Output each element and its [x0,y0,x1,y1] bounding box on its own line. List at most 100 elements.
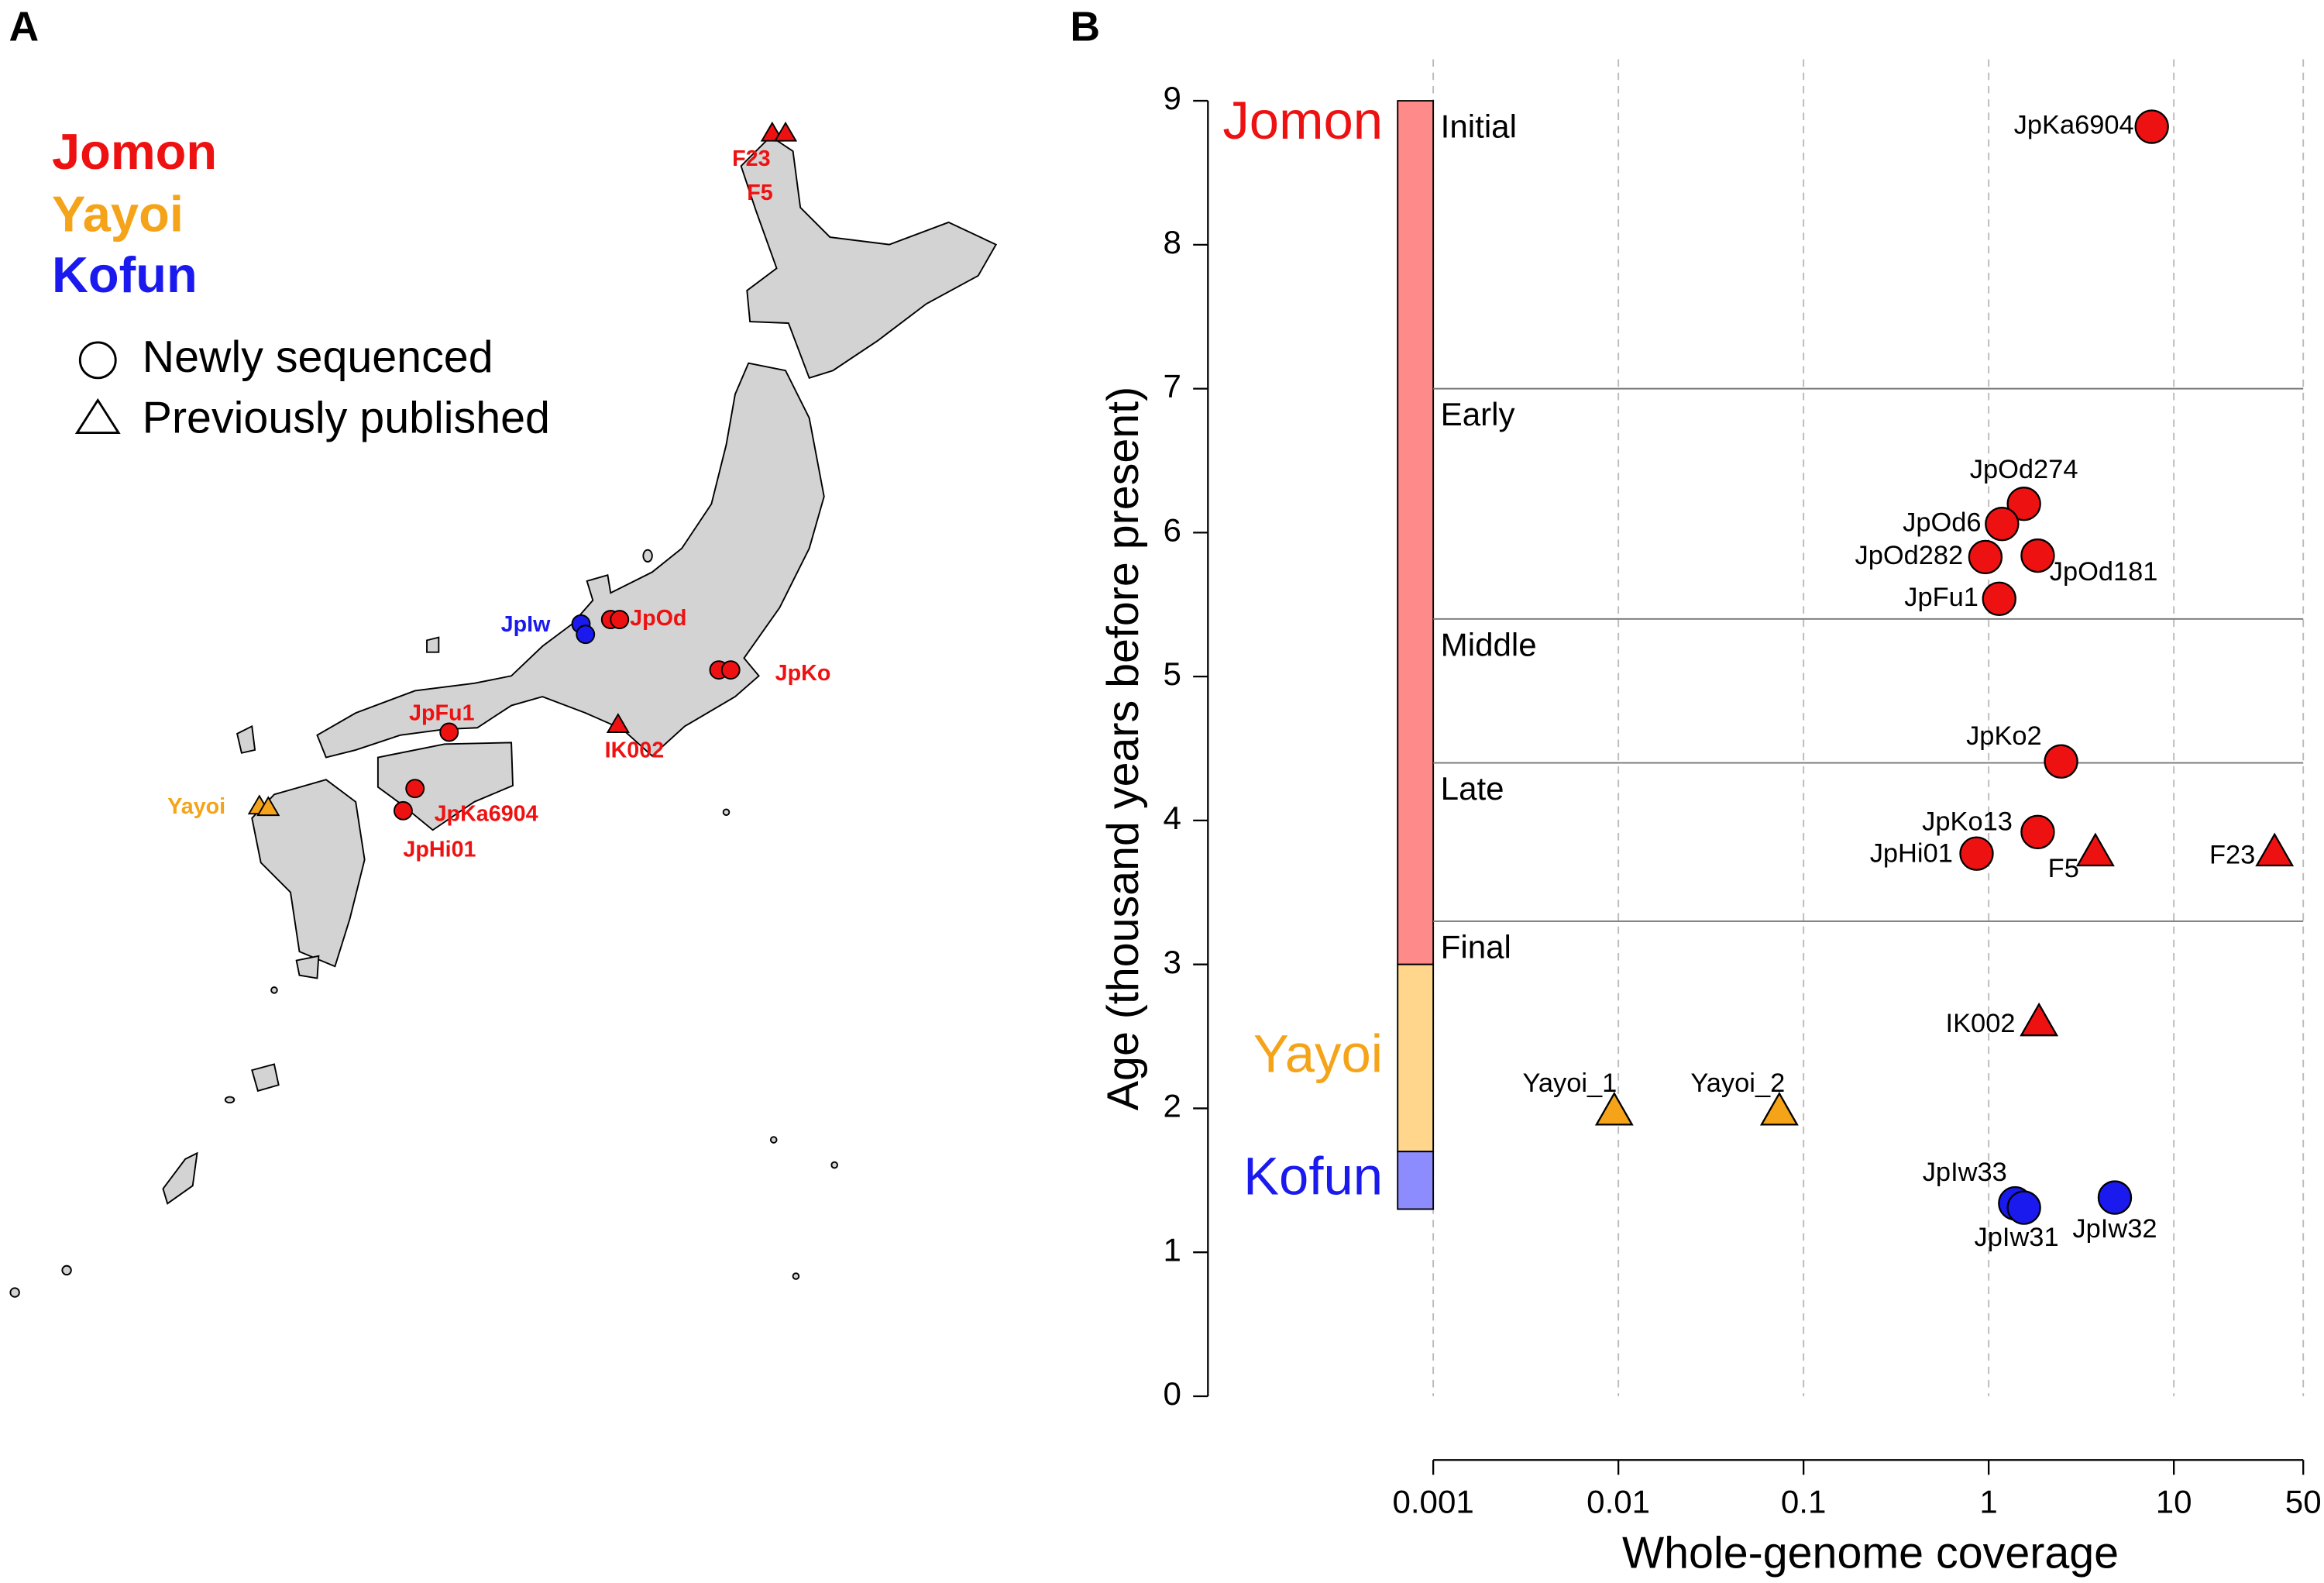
point [2006,1190,2041,1225]
point [2044,744,2078,779]
point [2134,109,2169,144]
site-label: JpIw [501,612,551,637]
site-marker [439,722,459,742]
point-label: JpKo13 [1922,807,2013,836]
subperiod-label: Final [1441,928,1511,965]
point [2097,1180,2133,1215]
y-tick-label: 1 [1163,1231,1181,1268]
y-tick-label: 5 [1163,656,1181,692]
subperiod-label: Initial [1441,108,1517,145]
island [61,1265,72,1276]
site-label: F5 [747,181,773,205]
island [270,986,278,994]
island [162,1151,198,1205]
island [769,1136,778,1144]
legend-label: Kofun [52,246,198,303]
y-tick-label: 3 [1163,944,1181,980]
point-label: JpHi01 [1870,839,1953,869]
x-tick-label: 1 [1979,1484,1997,1520]
site-marker [606,713,630,733]
site-marker [610,610,630,630]
x-tick-label: 10 [2156,1484,2192,1520]
period-label: Kofun [1243,1147,1383,1206]
point-label: JpIw33 [1923,1158,2007,1187]
island [722,808,731,817]
site-label: IK002 [605,738,665,762]
point [1982,581,2016,617]
point [1968,539,2003,575]
site-label: JpFu1 [409,701,475,726]
legend-label: Yayoi [52,185,184,242]
site-marker [576,625,596,645]
y-tick-label: 6 [1163,511,1181,548]
legend-label: Previously published [143,393,550,442]
site-label: JpKo [775,661,831,686]
panel-label: B [1070,4,1100,50]
island [295,955,320,979]
point-label: JpIw31 [1975,1223,2059,1252]
y-tick-label: 7 [1163,368,1181,404]
site-label: JpHi01 [403,838,476,862]
y-tick-label: 8 [1163,224,1181,260]
point [1594,1091,1634,1126]
point [1959,836,1994,871]
x-tick-label: 0.1 [1781,1484,1827,1520]
x-axis-title: Whole-genome coverage [1622,1529,2119,1578]
island [426,636,440,653]
island [251,1063,280,1093]
point [2020,538,2055,573]
point-label: JpOd274 [1970,455,2078,484]
site-label: F23 [732,146,770,171]
subperiod-label: Early [1441,396,1515,432]
point-label: F5 [2048,854,2079,883]
point-label: JpOd181 [2050,557,2158,587]
site-marker [720,660,741,680]
site-marker [773,121,798,142]
honshu [316,362,825,759]
point [2255,832,2295,867]
point-label: JpFu1 [1904,583,1978,612]
kyushu [251,779,366,968]
site-marker [393,800,413,821]
point-label: Yayoi_2 [1690,1069,1785,1098]
point [2020,814,2055,849]
x-tick-label: 0.01 [1587,1484,1650,1520]
site-marker [256,796,280,817]
site-label: Yayoi [167,794,225,819]
site-label: JpKa6904 [435,802,538,827]
period-bar [1397,100,1435,965]
x-tick-label: 0.001 [1392,1484,1473,1520]
subperiod-label: Late [1441,770,1504,807]
y-tick-label: 4 [1163,800,1181,836]
legend-label: Newly sequenced [143,332,493,382]
point [1759,1091,1799,1126]
y-tick-label: 9 [1163,80,1181,116]
panel-label: A [9,4,39,50]
island [236,724,256,754]
island [792,1272,800,1280]
island [9,1287,20,1298]
period-label: Jomon [1222,91,1383,150]
y-tick-label: 0 [1163,1375,1181,1412]
hokkaido [740,135,998,379]
point [2006,487,2041,521]
x-tick-label: 50 [2285,1484,2322,1520]
y-tick-label: 2 [1163,1088,1181,1124]
island [642,549,653,563]
point [1985,507,2020,542]
site-label: JpOd [630,606,686,631]
point-label: Yayoi_1 [1522,1069,1617,1098]
site-marker [405,779,425,799]
period-bar [1397,963,1435,1153]
island [224,1096,235,1104]
point-label: JpKo2 [1966,721,2042,751]
legend-symbol [74,397,121,435]
point [2075,832,2115,867]
chart: Age (thousand years before present) Whol… [1098,59,2322,1578]
island [830,1161,838,1169]
subperiod-label: Middle [1441,626,1537,662]
point-label: JpKa6904 [2014,111,2134,140]
period-bar [1397,1151,1435,1210]
point-label: IK002 [1946,1009,2016,1038]
